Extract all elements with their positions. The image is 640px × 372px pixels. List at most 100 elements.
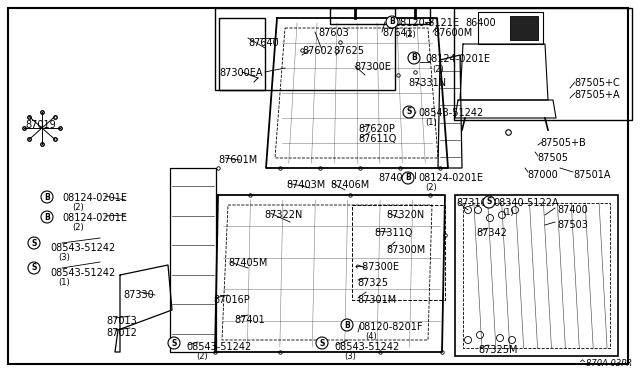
Text: S: S bbox=[486, 198, 492, 206]
Text: 87505+C: 87505+C bbox=[574, 78, 620, 88]
Circle shape bbox=[483, 196, 495, 208]
Text: 08543-51242: 08543-51242 bbox=[334, 342, 399, 352]
Text: B: B bbox=[411, 54, 417, 62]
Circle shape bbox=[28, 237, 40, 249]
Circle shape bbox=[41, 211, 53, 223]
Text: 87601M: 87601M bbox=[218, 155, 257, 165]
Text: 87505+B: 87505+B bbox=[540, 138, 586, 148]
Text: 08543-51242: 08543-51242 bbox=[418, 108, 483, 118]
Circle shape bbox=[28, 262, 40, 274]
Text: 08124-0201E: 08124-0201E bbox=[418, 173, 483, 183]
Circle shape bbox=[465, 206, 472, 214]
Text: (1): (1) bbox=[425, 118, 436, 127]
Text: S: S bbox=[406, 108, 412, 116]
Text: 87406M: 87406M bbox=[330, 180, 369, 190]
Text: 87405M: 87405M bbox=[228, 258, 268, 268]
Text: (2): (2) bbox=[425, 183, 436, 192]
Text: 08120-8121E: 08120-8121E bbox=[394, 18, 459, 28]
Bar bbox=[510, 16, 538, 40]
Text: 87331N: 87331N bbox=[408, 78, 446, 88]
Text: (2): (2) bbox=[432, 65, 444, 74]
Text: 08543-51242: 08543-51242 bbox=[50, 243, 115, 253]
Circle shape bbox=[408, 52, 420, 64]
Text: 08124-0201E: 08124-0201E bbox=[62, 193, 127, 203]
Text: S: S bbox=[31, 238, 36, 247]
Text: 87000: 87000 bbox=[527, 170, 557, 180]
Text: (4): (4) bbox=[365, 332, 377, 341]
Text: B: B bbox=[44, 212, 50, 221]
Text: 87325M: 87325M bbox=[478, 345, 518, 355]
Text: 87016P: 87016P bbox=[213, 295, 250, 305]
Text: B: B bbox=[44, 192, 50, 202]
Text: 87316: 87316 bbox=[456, 198, 487, 208]
Text: 08124-0201E: 08124-0201E bbox=[62, 213, 127, 223]
Bar bbox=[330, 8, 430, 24]
Circle shape bbox=[402, 172, 414, 184]
Text: 87505: 87505 bbox=[537, 153, 568, 163]
Text: 87012: 87012 bbox=[106, 328, 137, 338]
Circle shape bbox=[511, 206, 518, 214]
Text: S: S bbox=[31, 263, 36, 273]
Text: 87320N: 87320N bbox=[386, 210, 424, 220]
Circle shape bbox=[486, 215, 493, 221]
Text: B: B bbox=[344, 321, 350, 330]
Text: (2): (2) bbox=[72, 223, 84, 232]
Text: 87300M: 87300M bbox=[386, 245, 425, 255]
Text: 87620P: 87620P bbox=[358, 124, 395, 134]
Text: B: B bbox=[389, 17, 395, 26]
Text: 08543-51242: 08543-51242 bbox=[186, 342, 252, 352]
Text: 87400: 87400 bbox=[557, 205, 588, 215]
Text: 87342: 87342 bbox=[476, 228, 507, 238]
Text: 87311Q: 87311Q bbox=[374, 228, 412, 238]
Text: 87322N: 87322N bbox=[264, 210, 302, 220]
Text: 87403M: 87403M bbox=[286, 180, 325, 190]
Circle shape bbox=[168, 337, 180, 349]
Text: 87503: 87503 bbox=[557, 220, 588, 230]
Text: 87640: 87640 bbox=[248, 38, 279, 48]
Text: ^870A 03PR: ^870A 03PR bbox=[579, 359, 632, 368]
Text: 87013: 87013 bbox=[106, 316, 137, 326]
Text: S: S bbox=[172, 339, 177, 347]
Text: 87325: 87325 bbox=[357, 278, 388, 288]
Text: (2): (2) bbox=[72, 203, 84, 212]
Bar bbox=[463, 203, 610, 348]
Circle shape bbox=[465, 337, 472, 343]
Text: 86400: 86400 bbox=[465, 18, 495, 28]
Bar bbox=[215, 8, 395, 90]
Text: (2): (2) bbox=[404, 30, 416, 39]
Text: 08340-5122A: 08340-5122A bbox=[493, 198, 559, 208]
Text: 87505+A: 87505+A bbox=[574, 90, 620, 100]
Text: 08543-51242: 08543-51242 bbox=[50, 268, 115, 278]
Circle shape bbox=[386, 16, 398, 28]
Circle shape bbox=[474, 206, 481, 214]
Text: 87641: 87641 bbox=[382, 28, 413, 38]
Text: 87625: 87625 bbox=[333, 46, 364, 56]
Text: B: B bbox=[405, 173, 411, 183]
Text: S: S bbox=[319, 339, 324, 347]
Circle shape bbox=[477, 331, 483, 339]
Circle shape bbox=[316, 337, 328, 349]
Text: 87600M: 87600M bbox=[433, 28, 472, 38]
Text: 87330: 87330 bbox=[123, 290, 154, 300]
Circle shape bbox=[499, 212, 506, 218]
Circle shape bbox=[509, 337, 515, 343]
Bar bbox=[455, 195, 618, 356]
Text: (1): (1) bbox=[502, 208, 514, 217]
Circle shape bbox=[497, 334, 504, 341]
Text: 87603: 87603 bbox=[318, 28, 349, 38]
Circle shape bbox=[403, 106, 415, 118]
Text: 87401: 87401 bbox=[234, 315, 265, 325]
Text: 87300EA: 87300EA bbox=[219, 68, 262, 78]
Text: (3): (3) bbox=[58, 253, 70, 262]
Text: 08120-8201F: 08120-8201F bbox=[358, 322, 422, 332]
Text: (1): (1) bbox=[58, 278, 70, 287]
Text: 87301M: 87301M bbox=[357, 295, 396, 305]
Circle shape bbox=[41, 191, 53, 203]
Text: ←87300E: ←87300E bbox=[355, 262, 400, 272]
Text: 87611Q: 87611Q bbox=[358, 134, 396, 144]
Text: 87019: 87019 bbox=[25, 120, 56, 130]
Text: (2): (2) bbox=[196, 352, 208, 361]
Bar bbox=[478, 12, 543, 44]
Text: 87300E: 87300E bbox=[354, 62, 391, 72]
Text: 87402: 87402 bbox=[378, 173, 409, 183]
